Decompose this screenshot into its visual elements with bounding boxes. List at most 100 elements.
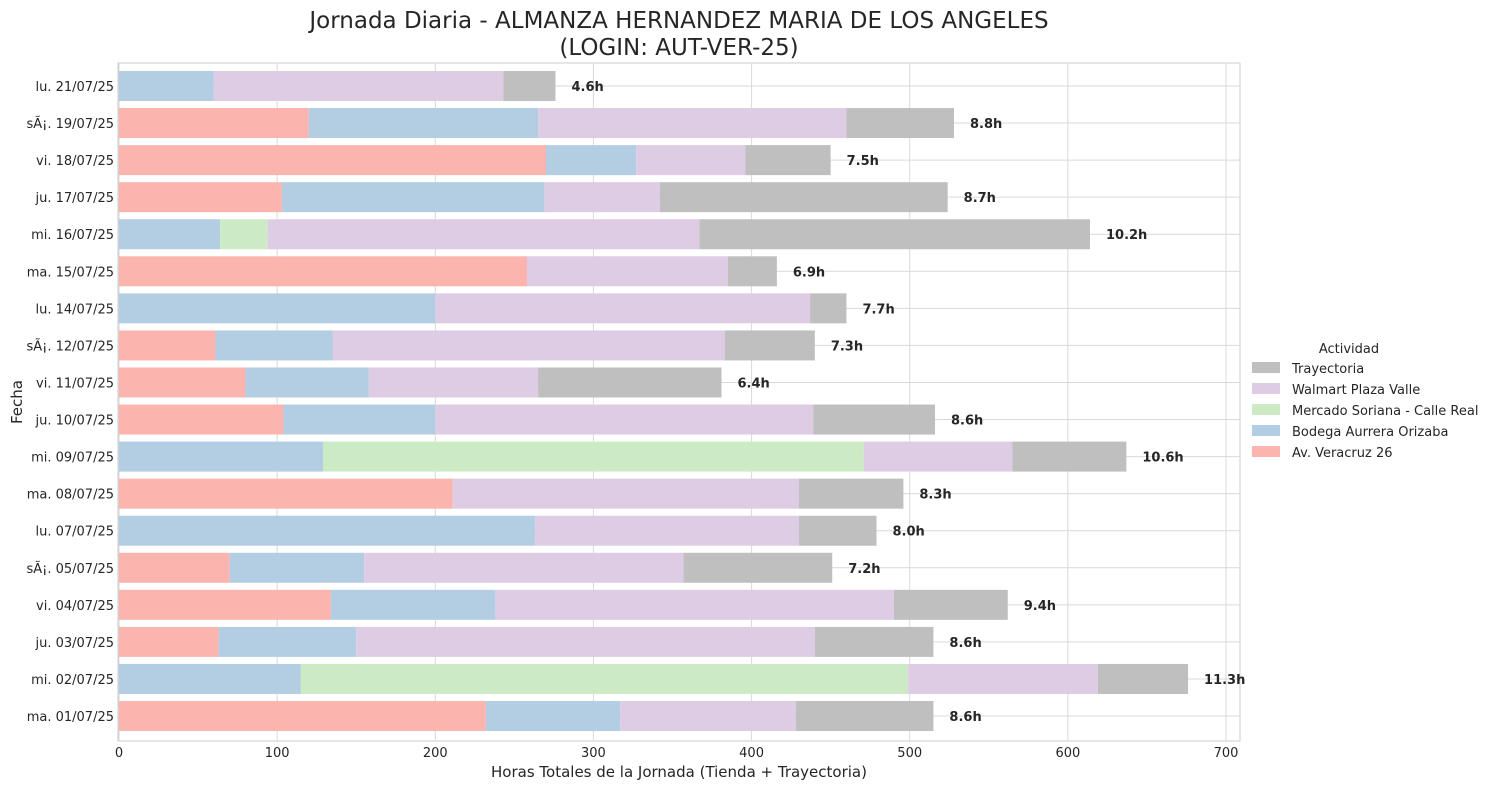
chart-title-line1: Jornada Diaria - ALMANZA HERNANDEZ MARIA… <box>307 8 1048 34</box>
legend: Actividad Trayectoria Walmart Plaza Valle… <box>1252 342 1478 461</box>
bar-segment-bodega-aurrera-orizaba <box>545 145 637 176</box>
bar-segment-mercado-soriana-calle-real <box>323 441 864 472</box>
bar-segment-trayectoria <box>745 145 831 176</box>
legend-swatch <box>1252 383 1280 394</box>
bar-segment-bodega-aurrera-orizaba <box>229 552 365 583</box>
legend-label: Bodega Aurrera Orizaba <box>1292 425 1448 440</box>
bar-segment-walmart-plaza-valle <box>544 182 660 213</box>
bar-segment-bodega-aurrera-orizaba <box>119 515 535 546</box>
y-tick-label: ma. 15/07/25 <box>27 265 114 280</box>
total-hours-label: 7.5h <box>847 154 879 169</box>
bar-segment-bodega-aurrera-orizaba <box>119 663 301 694</box>
bar-segment-bodega-aurrera-orizaba <box>245 367 369 398</box>
y-tick-label: vi. 11/07/25 <box>36 376 114 391</box>
bar-segment-walmart-plaza-valle <box>368 367 539 398</box>
x-tick-label: 0 <box>115 746 123 761</box>
y-tick-label: lu. 07/07/25 <box>35 525 114 540</box>
bar-segment-av-veracruz-26 <box>119 367 246 398</box>
x-tick-labels: 0 100 200 300 400 500 600 700 <box>115 746 1239 761</box>
total-hours-label: 8.6h <box>949 636 981 651</box>
bar-segment-bodega-aurrera-orizaba <box>485 701 621 732</box>
bar-segment-bodega-aurrera-orizaba <box>283 404 436 435</box>
x-tick-label: 600 <box>1055 746 1080 761</box>
bar-segment-walmart-plaza-valle <box>364 552 684 583</box>
bar-segment-av-veracruz-26 <box>119 256 528 287</box>
total-hours-label: 8.6h <box>949 710 981 725</box>
bar-segment-trayectoria <box>814 626 934 657</box>
bar-segment-trayectoria <box>799 478 904 509</box>
bar-segment-av-veracruz-26 <box>119 589 331 620</box>
legend-label: Av. Veracruz 26 <box>1292 446 1393 461</box>
x-tick-label: 700 <box>1214 746 1239 761</box>
x-tick-label: 200 <box>423 746 448 761</box>
bar-segment-trayectoria <box>699 219 1090 250</box>
bar-segment-trayectoria <box>846 108 954 139</box>
legend-items: Trayectoria Walmart Plaza Valle Mercado So… <box>1252 362 1478 461</box>
legend-label: Mercado Soriana - Calle Real <box>1292 404 1478 419</box>
y-tick-label: sÃ¡. 12/07/25 <box>26 338 114 354</box>
y-tick-label: mi. 16/07/25 <box>31 228 114 243</box>
x-axis-label: Horas Totales de la Jornada (Tienda + Tr… <box>491 763 867 781</box>
bar-segment-trayectoria <box>1097 663 1189 694</box>
bar-segment-bodega-aurrera-orizaba <box>119 293 436 324</box>
y-tick-label: sÃ¡. 05/07/25 <box>26 561 114 577</box>
total-hours-label: 9.4h <box>1024 599 1056 614</box>
x-tick-label: 500 <box>897 746 922 761</box>
total-hours-label: 8.0h <box>893 525 925 540</box>
bar-segment-bodega-aurrera-orizaba <box>330 589 496 620</box>
bar-segment-trayectoria <box>893 589 1008 620</box>
y-tick-labels: lu. 21/07/25 sÃ¡. 19/07/25 vi. 18/07/25 ju.… <box>26 80 114 725</box>
total-hours-label: 8.7h <box>964 191 996 206</box>
bar-segment-av-veracruz-26 <box>119 478 453 509</box>
bar-segment-bodega-aurrera-orizaba <box>119 441 324 472</box>
bar-segment-walmart-plaza-valle <box>356 626 815 657</box>
y-tick-label: lu. 14/07/25 <box>35 302 114 317</box>
bar-segment-trayectoria <box>683 552 833 583</box>
bar-segment-walmart-plaza-valle <box>435 293 811 324</box>
bar-segment-walmart-plaza-valle <box>863 441 1013 472</box>
legend-label: Walmart Plaza Valle <box>1292 383 1420 398</box>
bar-segment-walmart-plaza-valle <box>435 404 814 435</box>
total-hours-label: 6.9h <box>793 265 825 280</box>
bar-segment-walmart-plaza-valle <box>452 478 800 509</box>
bar-segment-trayectoria <box>724 330 815 361</box>
y-tick-label: ju. 03/07/25 <box>34 636 114 651</box>
y-axis-label: Fecha <box>8 380 26 424</box>
y-tick-label: ma. 01/07/25 <box>27 710 114 725</box>
legend-title: Actividad <box>1319 342 1379 357</box>
legend-swatch <box>1252 425 1280 436</box>
total-hours-label: 8.3h <box>919 488 951 503</box>
bar-segment-av-veracruz-26 <box>119 552 230 583</box>
bar-segment-walmart-plaza-valle <box>534 515 800 546</box>
legend-swatch <box>1252 362 1280 373</box>
y-tick-label: lu. 21/07/25 <box>35 80 114 95</box>
bar-segment-walmart-plaza-valle <box>538 108 847 139</box>
total-hours-label: 7.3h <box>831 339 863 354</box>
bar-segment-bodega-aurrera-orizaba <box>281 182 545 213</box>
bar-segment-walmart-plaza-valle <box>213 71 504 101</box>
bar-segment-mercado-soriana-calle-real <box>300 663 909 694</box>
y-tick-label: vi. 18/07/25 <box>36 154 114 169</box>
total-hours-label: 4.6h <box>571 80 603 95</box>
y-tick-label: mi. 09/07/25 <box>31 451 114 466</box>
bar-segment-av-veracruz-26 <box>119 701 486 732</box>
bar-segment-trayectoria <box>799 515 877 546</box>
bar-segment-mercado-soriana-calle-real <box>220 219 268 250</box>
bar-segment-av-veracruz-26 <box>119 330 216 361</box>
x-tick-label: 100 <box>265 746 290 761</box>
bars <box>119 71 1189 732</box>
bar-segment-av-veracruz-26 <box>119 404 284 435</box>
y-tick-label: ma. 08/07/25 <box>27 488 114 503</box>
total-hours-label: 8.8h <box>970 117 1002 132</box>
y-tick-label: mi. 02/07/25 <box>31 673 114 688</box>
bar-segment-trayectoria <box>1012 441 1127 472</box>
bar-segment-walmart-plaza-valle <box>527 256 728 287</box>
bar-segment-walmart-plaza-valle <box>332 330 725 361</box>
bar-segment-bodega-aurrera-orizaba <box>119 219 221 250</box>
bar-segment-bodega-aurrera-orizaba <box>218 626 357 657</box>
total-hours-label: 10.6h <box>1142 451 1183 466</box>
bar-segment-bodega-aurrera-orizaba <box>119 71 214 101</box>
bar-segment-walmart-plaza-valle <box>267 219 700 250</box>
bar-segment-trayectoria <box>813 404 936 435</box>
